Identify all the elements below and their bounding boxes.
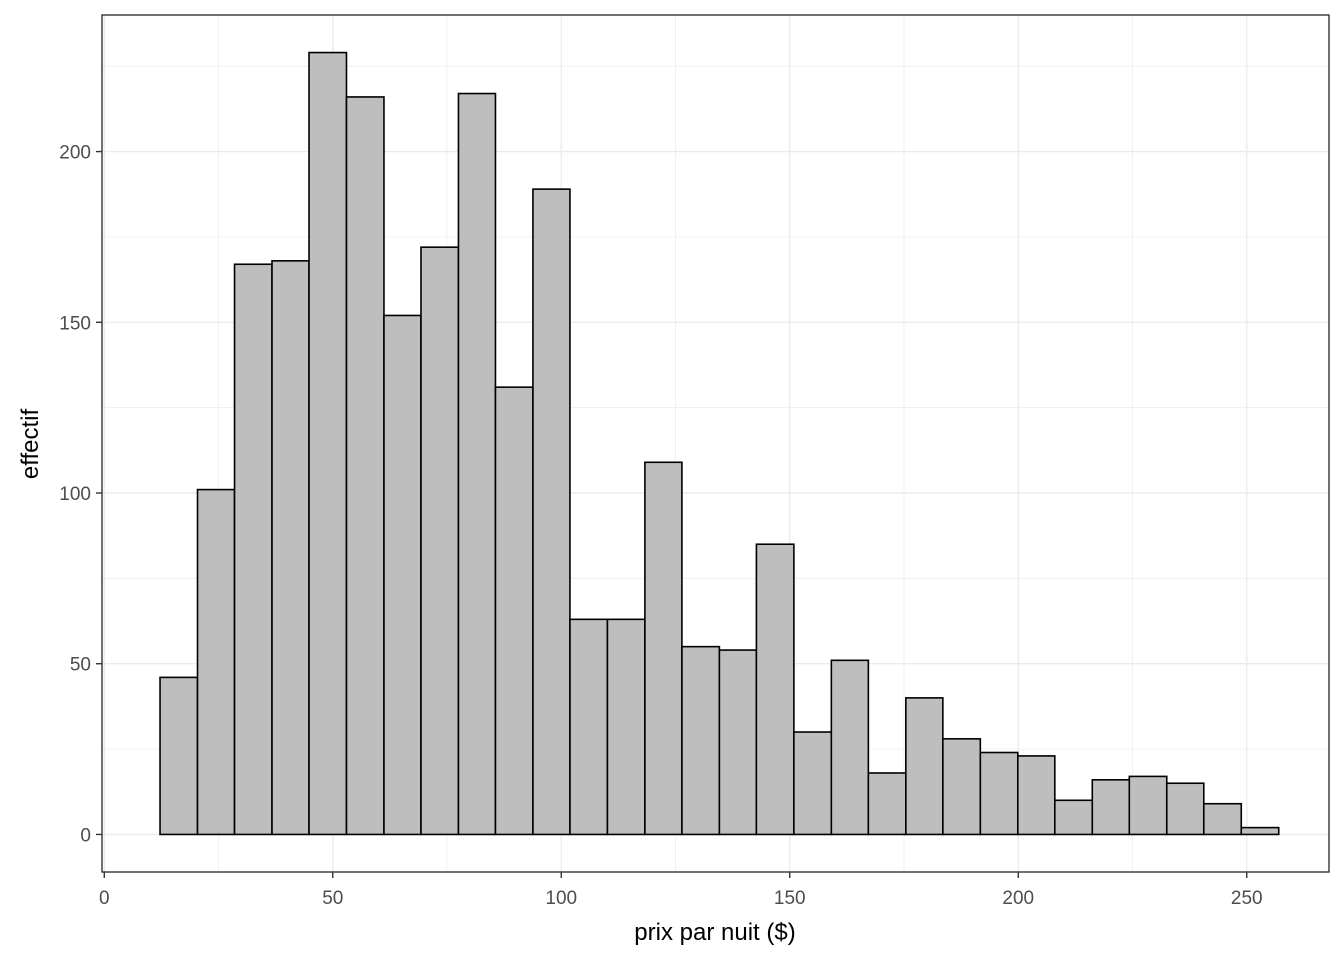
- histogram-bars: [159, 51, 1280, 836]
- histogram-bar: [1054, 799, 1094, 836]
- x-tick-label: 150: [774, 888, 806, 909]
- histogram-bar: [569, 618, 609, 836]
- histogram-bar: [1165, 782, 1205, 836]
- x-axis-title: prix par nuit ($): [634, 919, 795, 946]
- histogram-bar: [867, 772, 907, 836]
- histogram-bar: [271, 260, 310, 836]
- histogram-bar: [159, 676, 199, 836]
- x-tick-label: 200: [1002, 888, 1034, 909]
- axes: 0 50 100 150 200 250 0 50 100 150 200: [59, 143, 1262, 909]
- histogram-bar: [979, 751, 1019, 836]
- histogram-bar: [1128, 775, 1168, 836]
- x-tick-label: 100: [545, 888, 577, 909]
- histogram-bar: [1240, 826, 1280, 836]
- histogram-bar: [1016, 755, 1056, 836]
- panel-border: [101, 14, 1330, 873]
- histogram-bar: [420, 246, 460, 836]
- histogram-bar: [718, 649, 758, 836]
- histogram-bar: [345, 96, 385, 836]
- histogram-bar: [1091, 779, 1131, 836]
- x-tick-label: 250: [1231, 888, 1263, 909]
- histogram-bar: [606, 618, 646, 836]
- histogram-bar: [644, 461, 683, 836]
- y-tick-label: 150: [59, 313, 91, 334]
- histogram-bar: [830, 659, 870, 836]
- histogram-bar: [1202, 802, 1243, 836]
- x-tick-label: 0: [99, 888, 110, 909]
- y-axis-title: effectif: [17, 409, 44, 480]
- y-tick-label: 100: [59, 484, 91, 505]
- histogram-bar: [196, 488, 236, 836]
- histogram-bar: [494, 386, 534, 836]
- histogram-bar: [755, 543, 795, 836]
- histogram-bar: [233, 263, 273, 836]
- histogram-bar: [942, 738, 982, 836]
- histogram-bar: [457, 92, 497, 836]
- histogram-bar: [681, 645, 721, 836]
- histogram-bar: [532, 188, 571, 836]
- x-tick-label: 50: [322, 888, 343, 909]
- y-tick-label: 200: [59, 143, 91, 164]
- histogram-bar: [793, 731, 833, 836]
- histogram-bar: [383, 314, 422, 836]
- y-tick-label: 50: [70, 655, 91, 676]
- histogram-bar: [905, 697, 944, 836]
- histogram-bar: [308, 51, 348, 836]
- y-tick-label: 0: [80, 825, 91, 846]
